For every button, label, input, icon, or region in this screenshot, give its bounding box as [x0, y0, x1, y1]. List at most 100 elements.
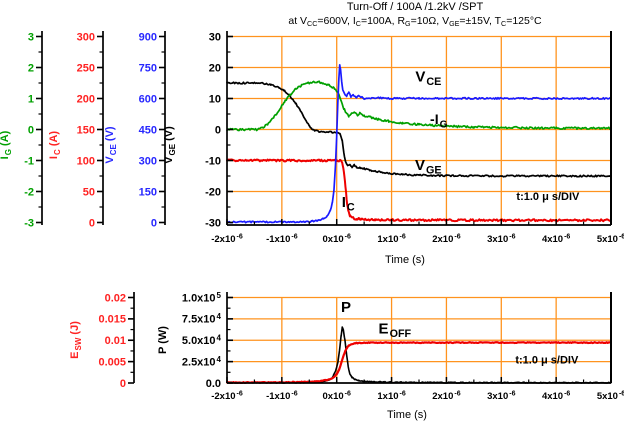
- text-segment: 300: [77, 31, 95, 43]
- text-segment: -6: [454, 391, 460, 398]
- x-axis-title: Time (s): [387, 409, 427, 421]
- ig-tick-label: 3: [28, 31, 34, 43]
- p-tick-label: 5.0x104: [182, 334, 222, 348]
- ig-axis-title: IG (A): [0, 130, 13, 159]
- text-segment: 0x10: [323, 234, 344, 245]
- text-segment: E: [69, 352, 81, 359]
- x-tick-label: 4x10-6: [542, 234, 570, 246]
- text-segment: CE: [109, 143, 118, 155]
- text-segment: -2x10: [211, 391, 235, 402]
- text-segment: 4: [217, 355, 222, 364]
- x-tick-label: 3x10-6: [487, 391, 515, 403]
- text-segment: 5x10: [597, 234, 618, 245]
- text-segment: at V: [288, 15, 308, 28]
- ig-tick-label: 0: [28, 124, 34, 136]
- text-segment: -6: [237, 391, 243, 398]
- series--ig-curve: [226, 80, 612, 132]
- text-segment: =125°C: [506, 15, 542, 28]
- text-segment: 4: [217, 312, 222, 321]
- text-segment: 0: [151, 217, 157, 229]
- ic-tick-label: 50: [83, 186, 95, 198]
- esw-tick-label: 0: [120, 378, 126, 390]
- top-series: [226, 63, 612, 224]
- x-tick-label: 2x10-6: [432, 391, 460, 403]
- annotation-p: P: [341, 299, 351, 316]
- vge-tick-label: 0: [215, 124, 221, 136]
- bottom-grid: [227, 296, 611, 383]
- text-segment: P: [341, 299, 351, 316]
- text-segment: t:1.0 μ s/DIV: [516, 191, 580, 203]
- text-segment: -6: [619, 391, 624, 398]
- ic-tick-label: 150: [77, 124, 95, 136]
- text-segment: -1: [24, 155, 34, 167]
- esw-axis: 0.02 0.015 0.01 0.005 0 E SW (J): [69, 292, 135, 390]
- text-segment: 250: [77, 62, 95, 74]
- text-segment: E: [379, 320, 389, 337]
- text-segment: 2: [28, 62, 34, 74]
- text-segment: (V): [104, 126, 116, 144]
- text-segment: -6: [345, 391, 351, 398]
- ic-tick-label: 200: [77, 93, 95, 105]
- vce-tick-label: 900: [139, 31, 157, 43]
- text-segment: =10Ω, V: [410, 15, 450, 28]
- text-segment: P (W): [157, 326, 169, 354]
- text-segment: G: [405, 20, 411, 29]
- text-segment: 3x10: [487, 391, 508, 402]
- x-tick-label: -2x10-6: [211, 391, 243, 403]
- series-ic-curve: [226, 158, 612, 223]
- top-x-ticks: -2x10-6 -1x10-6 0x10-6 1x10-6 2x10-6 3x10-6 4x…: [211, 219, 624, 245]
- text-segment: 2x10: [432, 391, 453, 402]
- p-tick-label: 0.0: [206, 378, 221, 390]
- bottom-frame: [227, 292, 612, 384]
- text-segment: (J): [69, 321, 81, 338]
- ic-tick-label: 300: [77, 31, 95, 43]
- text-segment: I: [342, 194, 346, 211]
- text-segment: 4x10: [542, 234, 563, 245]
- text-segment: I: [0, 156, 11, 159]
- text-segment: t:1.0 μ s/DIV: [515, 354, 579, 366]
- text-segment: G: [440, 119, 448, 130]
- bottom-x-ticks: -2x10-6 -1x10-6 0x10-6 1x10-6 2x10-6 3x10-6 4x…: [211, 377, 624, 402]
- text-segment: 0: [28, 124, 34, 136]
- text-segment: -2x10: [211, 234, 235, 245]
- ig-tick-label: -1: [24, 155, 34, 167]
- text-segment: V: [104, 156, 116, 164]
- x-tick-label: 2x10-6: [432, 234, 460, 246]
- text-segment: GE: [426, 165, 442, 177]
- text-segment: 900: [139, 31, 157, 43]
- text-segment: GE: [449, 20, 460, 29]
- text-segment: 1x10: [377, 391, 398, 402]
- text-segment: 0x10: [323, 391, 344, 402]
- ig-tick-label: 1: [28, 93, 34, 105]
- text-segment: 30: [209, 31, 221, 43]
- text-segment: 1: [28, 93, 34, 105]
- ig-axis: 3 2 1 0 -1 -2 -3 IG (A): [0, 31, 43, 229]
- annotation-vce: VCE: [415, 68, 441, 88]
- p-tick-label: 7.5x104: [182, 312, 222, 326]
- text-segment: SW: [74, 337, 83, 350]
- text-segment: 0.0: [206, 378, 221, 390]
- text-segment: 300: [139, 155, 157, 167]
- text-segment: 7.5x10: [182, 314, 216, 326]
- text-segment: 1x10: [377, 234, 398, 245]
- vge-tick-label: -30: [205, 217, 221, 229]
- text-segment: -6: [564, 234, 570, 241]
- text-segment: 200: [77, 93, 95, 105]
- x-axis-title: Time (s): [385, 254, 425, 266]
- ig-tick-label: 2: [28, 62, 34, 74]
- ic-axis-title: IC (A): [48, 131, 62, 160]
- text-segment: (V): [163, 126, 175, 144]
- p-axis-title: P (W): [157, 326, 169, 354]
- annotation-ig: -IG: [430, 111, 448, 131]
- text-segment: G: [4, 149, 13, 155]
- vce-tick-label: 0: [151, 217, 157, 229]
- text-segment: -1x10: [266, 391, 290, 402]
- text-segment: 5x10: [597, 391, 618, 402]
- text-segment: =100A, R: [360, 15, 406, 28]
- series-vce-curve: [226, 63, 612, 224]
- text-segment: -6: [564, 391, 570, 398]
- vce-tick-label: 300: [139, 155, 157, 167]
- text-segment: C: [355, 20, 361, 29]
